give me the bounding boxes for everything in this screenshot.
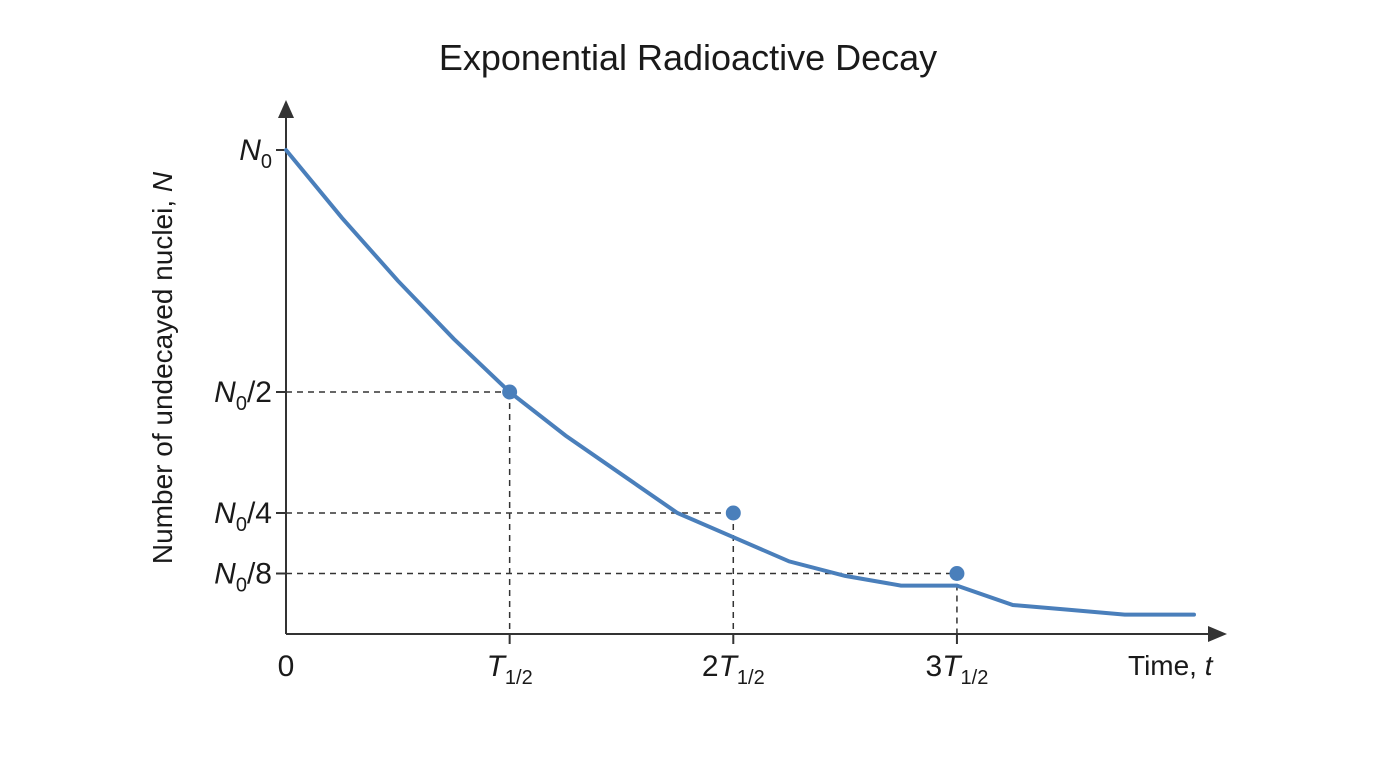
x-axis-label: Time, t bbox=[1128, 650, 1214, 681]
axes bbox=[278, 100, 1227, 642]
y-axis-label-var: N bbox=[147, 171, 178, 192]
half-life-points bbox=[502, 384, 965, 581]
y-axis-label: Number of undecayed nuclei, N bbox=[147, 171, 178, 564]
x-tick-label: 2T1/2 bbox=[702, 650, 765, 689]
y-axis-arrow bbox=[278, 100, 294, 118]
guide-lines bbox=[286, 391, 958, 634]
chart-title: Exponential Radioactive Decay bbox=[439, 37, 937, 78]
half-life-point bbox=[502, 384, 518, 400]
y-tick-label: N0/8 bbox=[214, 558, 272, 597]
half-life-point bbox=[725, 505, 741, 521]
x-axis-arrow bbox=[1208, 626, 1227, 642]
y-tick-labels: N0 N0/2 N0/4 N0/8 bbox=[214, 134, 286, 597]
half-life-point bbox=[949, 566, 965, 581]
y-axis-label-text: Number of undecayed nuclei, bbox=[147, 192, 178, 564]
x-tick-label: 0 bbox=[278, 650, 295, 683]
x-tick-label: T1/2 bbox=[487, 650, 533, 689]
y-tick-label: N0/2 bbox=[214, 376, 272, 415]
decay-curve bbox=[284, 148, 1196, 617]
x-tick-labels: 0 T1/2 2T1/2 3T1/2 bbox=[278, 634, 989, 689]
x-tick-label: 3T1/2 bbox=[926, 650, 989, 689]
x-axis-label-text: Time, bbox=[1128, 650, 1205, 681]
y-tick-label: N0 bbox=[239, 134, 272, 173]
x-axis-label-var: t bbox=[1205, 650, 1214, 681]
y-tick-label: N0/4 bbox=[214, 497, 272, 536]
